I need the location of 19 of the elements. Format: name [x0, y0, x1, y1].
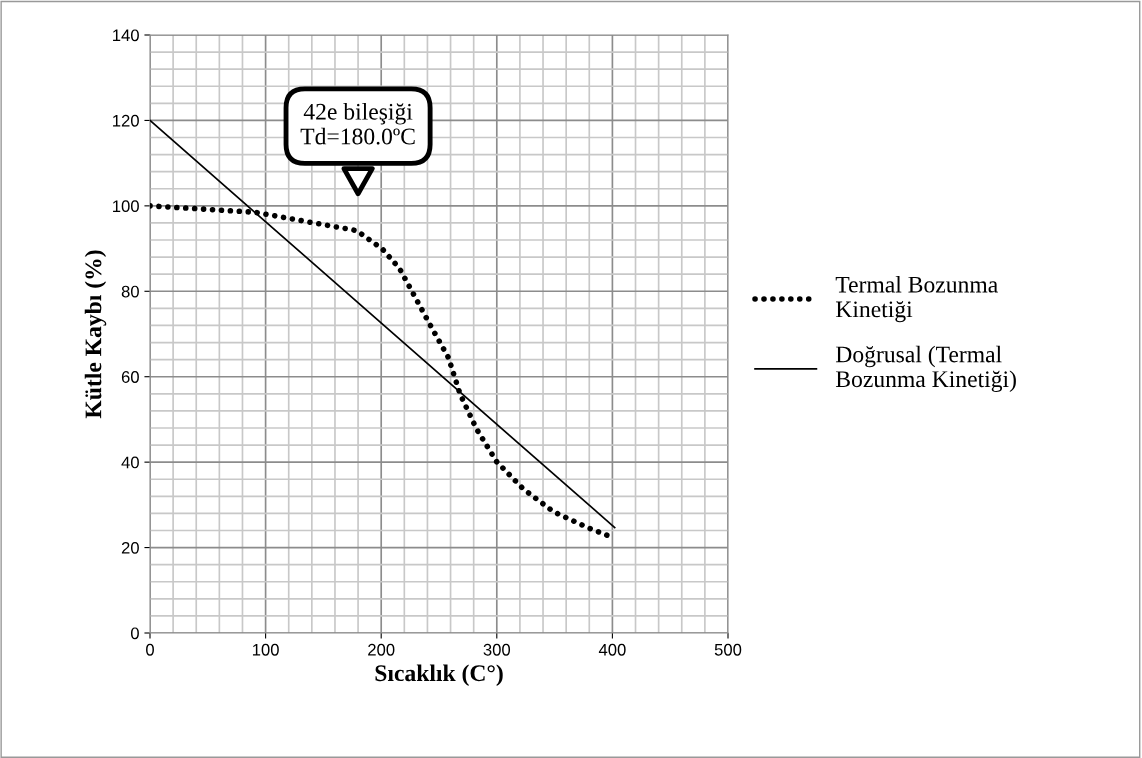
- legend-label: Termal Bozunma Kinetiği: [835, 275, 998, 323]
- y-tick-label: 40: [121, 456, 139, 469]
- x-axis-title: Sıcaklık (C°): [375, 664, 503, 686]
- x-tick-label: 300: [483, 643, 511, 656]
- y-tick-label: 80: [121, 285, 139, 298]
- y-axis-title: Kütle Kaybı (%): [84, 250, 107, 419]
- annotation: 42e bileşiği Td=180.0ºC: [300, 103, 415, 145]
- x-tick-label: 100: [252, 643, 279, 656]
- legend-label: Doğrusal (Termal Bozunma Kinetiği): [835, 345, 1016, 393]
- y-tick-label: 60: [121, 371, 139, 383]
- y-tick-label: 140: [113, 29, 139, 42]
- x-tick-label: 500: [714, 643, 742, 656]
- x-tick-label: 0: [146, 643, 154, 656]
- x-tick-label: 200: [368, 643, 395, 656]
- y-tick-label: 120: [113, 114, 139, 127]
- y-tick-label: 20: [121, 541, 139, 554]
- y-tick-label: 100: [113, 200, 139, 213]
- x-tick-label: 400: [598, 643, 626, 656]
- y-tick-label: 0: [130, 627, 139, 640]
